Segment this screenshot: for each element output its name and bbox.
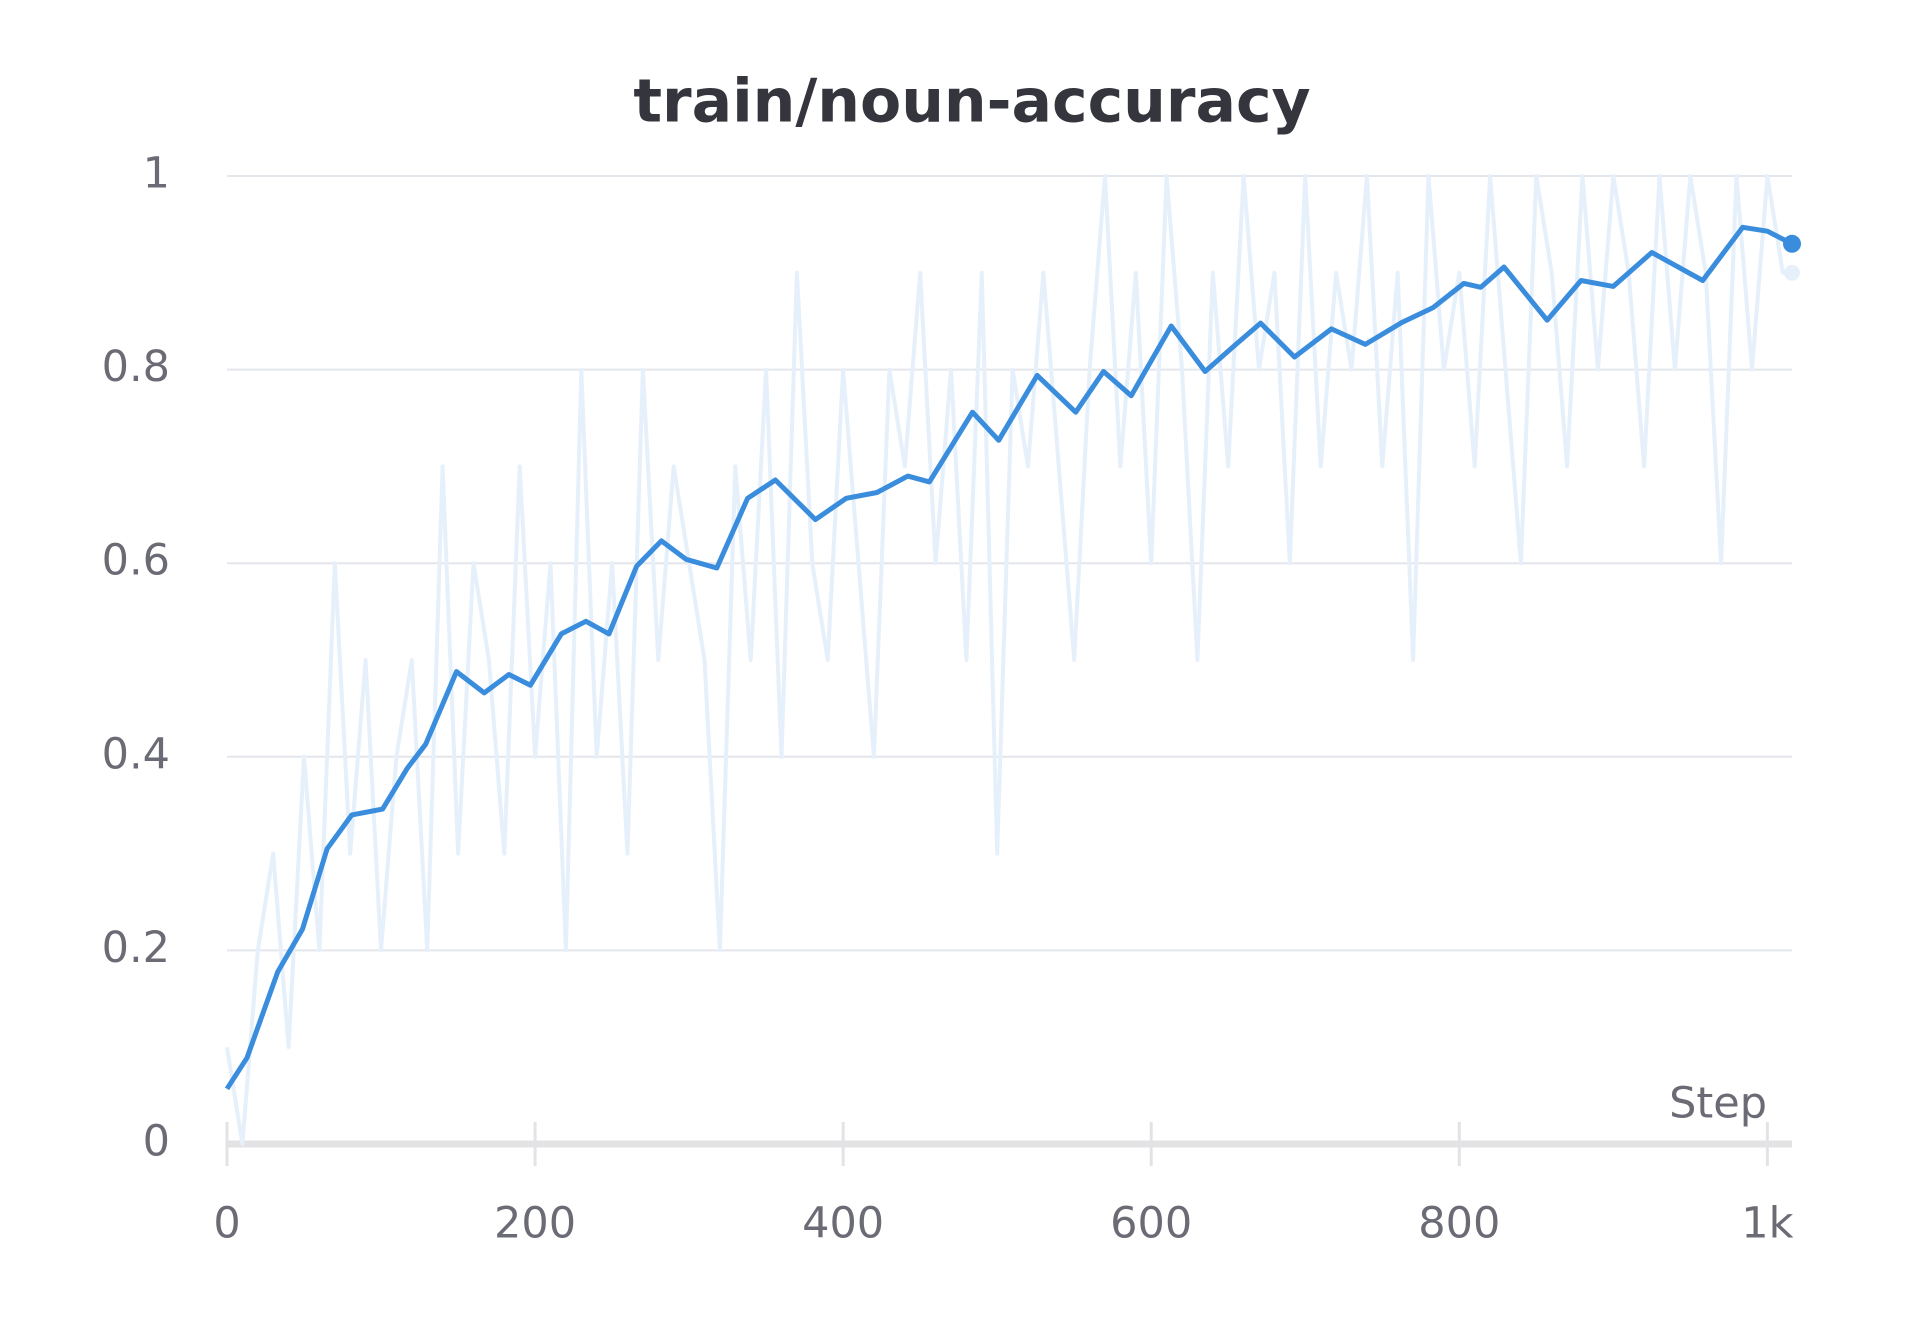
y-tick-label: 0.6 — [102, 536, 170, 586]
x-tick-label: 200 — [494, 1199, 576, 1249]
y-tick-label: 0.8 — [102, 342, 170, 392]
y-tick-label: 0 — [143, 1117, 170, 1167]
x-tick-label: 400 — [802, 1199, 884, 1249]
x-tick-label: 0 — [213, 1199, 240, 1249]
x-tick-label: 600 — [1110, 1199, 1192, 1249]
end-point — [1784, 264, 1800, 281]
x-tick-label: 800 — [1418, 1199, 1500, 1249]
end-point — [1783, 234, 1801, 253]
y-tick-label: 0.2 — [102, 923, 170, 973]
x-axis-label: Step — [1669, 1079, 1767, 1129]
raw-line — [225, 174, 1792, 1146]
x-tick-label: 1k — [1741, 1199, 1793, 1249]
chart-title: train/noun-accuracy — [633, 67, 1310, 137]
y-tick-label: 0.4 — [102, 729, 170, 779]
smoothed-line — [224, 224, 1794, 1091]
y-tick-label: 1 — [143, 149, 170, 199]
